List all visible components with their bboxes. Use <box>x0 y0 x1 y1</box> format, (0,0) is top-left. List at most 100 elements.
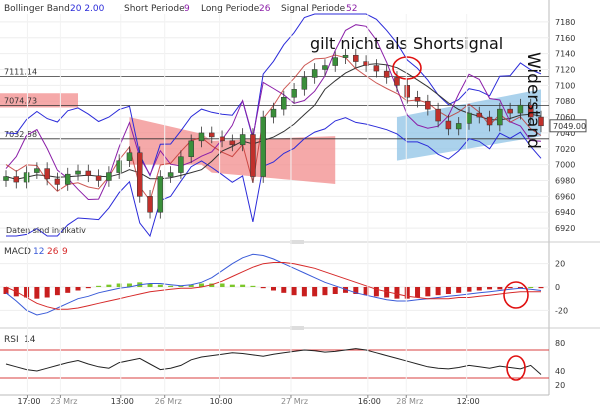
level-label: 7074.73 <box>4 96 37 105</box>
macd-histogram-bar <box>75 287 81 291</box>
candle-body <box>106 172 112 181</box>
macd-title: MACD <box>4 247 31 257</box>
macd-histogram-bar <box>229 284 235 287</box>
macd-histogram-bar <box>54 287 60 296</box>
macd-histogram-bar <box>147 283 153 287</box>
candle-body <box>188 140 194 157</box>
candle-body <box>311 69 318 78</box>
candle-body <box>476 112 483 118</box>
macd-histogram-bar <box>343 287 349 293</box>
rsi-tick-label: 40 <box>555 367 565 376</box>
candle-body <box>404 85 410 98</box>
macd-histogram-bar <box>301 287 307 297</box>
candle-body <box>332 57 338 66</box>
macd-histogram-bar <box>85 287 91 289</box>
price-tick-label: 7040 <box>555 129 575 138</box>
price-tick-label: 7140 <box>555 50 575 59</box>
signal-periode-value: 52 <box>346 4 357 14</box>
candle-body <box>435 108 441 122</box>
macd-histogram-bar <box>507 287 513 289</box>
annotation-circle-rsi <box>506 355 526 381</box>
rsi-line <box>5 348 542 375</box>
macd-histogram-bar <box>373 287 379 297</box>
macd-histogram-bar <box>487 287 493 290</box>
level-label: 7111.14 <box>4 68 37 77</box>
macd-histogram-bar <box>332 287 338 294</box>
moving-average-line <box>5 63 542 180</box>
price-tick-label: 7180 <box>555 18 575 27</box>
x-axis-label: 13:00 <box>111 397 134 406</box>
long-periode-label: Long Periode <box>201 4 260 14</box>
macd-histogram-bar <box>528 287 534 288</box>
rsi-title: RSI <box>4 335 19 345</box>
candle-body <box>85 170 92 176</box>
level-label: 7032.58 <box>4 130 37 139</box>
macd-histogram-bar <box>198 283 204 287</box>
macd-histogram-bar <box>353 287 359 294</box>
candle-body <box>260 116 266 177</box>
resize-handle-rsi <box>290 326 304 330</box>
long-periode-value: 26 <box>259 4 271 14</box>
candle-body <box>383 70 390 78</box>
bollinger-label: Bollinger Band <box>4 4 70 14</box>
candle-body <box>23 172 30 183</box>
x-axis-label: 27 Mrz <box>281 397 308 406</box>
price-tick-label: 6940 <box>555 208 575 217</box>
macd-histogram-bar <box>404 287 410 299</box>
macd-histogram-bar <box>394 287 400 299</box>
macd-histogram-bar <box>106 284 112 287</box>
candle-body <box>466 112 472 124</box>
candle-body <box>239 134 246 146</box>
annotation-circle-price <box>392 56 422 80</box>
bollinger-lower-line <box>6 117 542 238</box>
price-tick-label: 7060 <box>555 113 575 122</box>
macd-histogram-bar <box>116 283 122 287</box>
macd-histogram-bar <box>271 287 276 291</box>
macd-tick-label: -20 <box>555 306 568 315</box>
macd-histogram-bar <box>291 287 297 296</box>
candle-body <box>178 156 184 173</box>
macd-line <box>5 253 542 316</box>
x-axis-label: 17:00 <box>17 397 40 406</box>
candle-body <box>538 116 544 127</box>
price-tick-label: 6980 <box>555 177 575 186</box>
short-periode-label: Short Periode <box>124 4 185 14</box>
rsi-tick-label: 80 <box>555 339 565 348</box>
macd-histogram-bar <box>250 285 256 287</box>
candle-body <box>363 61 369 66</box>
candle-body <box>301 77 308 90</box>
candle-body <box>34 168 40 173</box>
macd-histogram-bar <box>44 287 50 298</box>
candle-body <box>281 97 287 110</box>
resize-handle-macd <box>290 240 304 244</box>
data-note: Daten sind indikativ <box>6 226 86 235</box>
candle-body <box>219 136 225 142</box>
candle-body <box>3 176 9 181</box>
macd-param-fast: 12 <box>33 247 44 257</box>
macd-param-slow: 26 <box>47 247 59 257</box>
macd-histogram-bar <box>126 283 132 287</box>
macd-histogram-bar <box>209 283 215 287</box>
price-tick-label: 7020 <box>555 145 575 154</box>
candle-body <box>517 104 524 114</box>
candle-body <box>157 176 164 213</box>
short-periode-value: 9 <box>184 4 190 14</box>
candle-body <box>209 132 215 138</box>
candle-body <box>95 175 102 181</box>
macd-histogram-bar <box>178 285 184 287</box>
price-tick-label: 7100 <box>555 81 575 90</box>
candle-body <box>322 65 328 70</box>
price-tick-label: 7120 <box>555 66 575 75</box>
period-line <box>5 24 542 201</box>
kumo-cloud-red-left <box>0 93 79 108</box>
candle-body <box>270 108 277 118</box>
price-tick-label: 7160 <box>555 34 575 43</box>
candle-body <box>507 108 513 114</box>
macd-histogram-bar <box>466 287 472 292</box>
candle-body <box>147 196 153 213</box>
candle-body <box>137 152 143 197</box>
candle-body <box>44 168 50 180</box>
macd-tick-label: 0 <box>555 283 560 292</box>
